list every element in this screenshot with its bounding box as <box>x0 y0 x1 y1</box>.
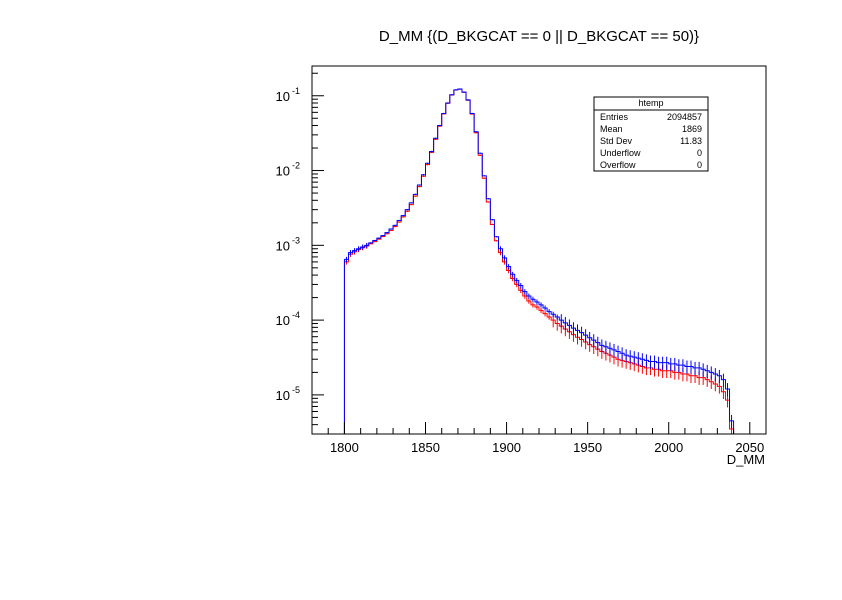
y-tick-exponent: -5 <box>292 385 300 395</box>
x-tick-label: 1850 <box>411 440 440 455</box>
stats-row-value: 1869 <box>682 124 702 134</box>
x-tick-label: 2050 <box>735 440 764 455</box>
stats-row-label: Std Dev <box>600 136 633 146</box>
y-tick-exponent: -1 <box>292 86 300 96</box>
y-tick-label: 10 <box>276 164 290 179</box>
stats-row-label: Underflow <box>600 148 641 158</box>
stats-box-frame <box>593 96 709 172</box>
y-tick-label: 10 <box>276 89 290 104</box>
stats-row-label: Mean <box>600 124 623 134</box>
stats-row-label: Overflow <box>600 160 636 170</box>
stats-row-value: 2094857 <box>667 112 702 122</box>
y-tick-exponent: -2 <box>292 161 300 171</box>
stats-row-value: 0 <box>697 148 702 158</box>
x-tick-label: 1900 <box>492 440 521 455</box>
stats-box: htemp Entries 2094857 Mean 1869 Std Dev … <box>593 96 709 172</box>
x-tick-label: 1950 <box>573 440 602 455</box>
x-axis-label: D_MM <box>727 452 765 467</box>
y-tick-exponent: -3 <box>292 235 300 245</box>
histogram-series <box>343 88 735 434</box>
series-layer <box>343 88 735 434</box>
x-axis: 1800 1850 1900 1950 2000 2050 <box>311 422 767 455</box>
y-tick-exponent: -4 <box>292 310 300 320</box>
y-tick-label: 10 <box>276 238 290 253</box>
y-axis: 10-510-410-310-210-1 <box>276 72 324 435</box>
stats-row-value: 0 <box>697 160 702 170</box>
y-tick-label: 10 <box>276 313 290 328</box>
stats-row-label: Entries <box>600 112 629 122</box>
chart-title: D_MM {(D_BKGCAT == 0 || D_BKGCAT == 50)} <box>379 28 699 45</box>
y-tick-label: 10 <box>276 388 290 403</box>
stats-row-value: 11.83 <box>680 136 702 146</box>
x-tick-label: 1800 <box>330 440 359 455</box>
stats-box-title: htemp <box>638 98 663 108</box>
x-tick-label: 2000 <box>654 440 683 455</box>
series-outline <box>343 88 735 434</box>
